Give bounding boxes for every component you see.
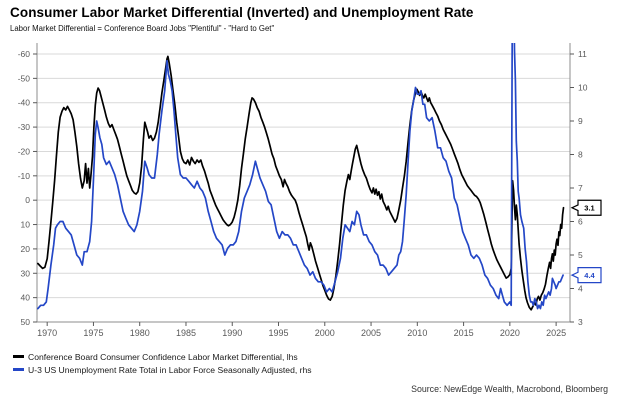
right-axis-tick-label: 5 bbox=[578, 250, 583, 260]
x-axis-tick-label: 2020 bbox=[500, 328, 520, 338]
callout-box-unemployment bbox=[570, 267, 602, 284]
legend-swatch-differential bbox=[13, 355, 24, 358]
right-axis-tick-label: 7 bbox=[578, 183, 583, 193]
left-axis-tick-label: -60 bbox=[18, 49, 31, 59]
chart-header: Consumer Labor Market Differential (Inve… bbox=[10, 5, 616, 33]
left-axis-tick-label: -40 bbox=[18, 98, 31, 108]
callout-value-differential: 3.1 bbox=[584, 204, 594, 213]
right-axis-tick-label: 6 bbox=[578, 217, 583, 227]
x-axis-tick-label: 2005 bbox=[361, 328, 381, 338]
source-attribution: Source: NewEdge Wealth, Macrobond, Bloom… bbox=[411, 384, 608, 394]
chart-subtitle: Labor Market Differential = Conference B… bbox=[10, 24, 275, 33]
right-axis-tick-label: 8 bbox=[578, 150, 583, 160]
right-axis-tick-label: 3 bbox=[578, 317, 583, 327]
left-axis-tick-label: 40 bbox=[21, 293, 31, 303]
left-axis-tick-label: 0 bbox=[25, 195, 30, 205]
chart-legend: Conference Board Consumer Confidence Lab… bbox=[13, 350, 493, 376]
x-axis-tick-label: 1970 bbox=[37, 328, 57, 338]
left-axis-tick-label: -10 bbox=[18, 171, 31, 181]
x-axis-tick-label: 1980 bbox=[130, 328, 150, 338]
right-axis-tick-label: 10 bbox=[578, 83, 588, 93]
series-line-unemployment bbox=[37, 43, 564, 310]
x-axis-tick-label: 2025 bbox=[546, 328, 566, 338]
callout-unemployment: 4.4 bbox=[570, 267, 602, 284]
right-axis-tick-label: 4 bbox=[578, 284, 583, 294]
left-axis-tick-label: -30 bbox=[18, 122, 31, 132]
series-line-differential bbox=[37, 55, 565, 311]
left-axis-tick-label: 20 bbox=[21, 244, 31, 254]
x-axis-tick-label: 2000 bbox=[315, 328, 335, 338]
page-title: Consumer Labor Market Differential (Inve… bbox=[10, 5, 474, 20]
x-axis-tick-label: 2015 bbox=[454, 328, 474, 338]
legend-label-unemployment: U-3 US Unemployment Rate Total in Labor … bbox=[28, 364, 312, 375]
left-axis-tick-label: 10 bbox=[21, 220, 31, 230]
legend-label-differential: Conference Board Consumer Confidence Lab… bbox=[28, 351, 298, 362]
left-axis-tick-label: 30 bbox=[21, 268, 31, 278]
x-axis-tick-label: 1995 bbox=[269, 328, 289, 338]
right-axis-tick-label: 9 bbox=[578, 116, 583, 126]
left-axis-tick-label: 50 bbox=[21, 317, 31, 327]
x-axis-tick-label: 1985 bbox=[176, 328, 196, 338]
callout-box-differential bbox=[570, 199, 602, 216]
legend-item-unemployment: U-3 US Unemployment Rate Total in Labor … bbox=[13, 363, 493, 376]
legend-item-differential: Conference Board Consumer Confidence Lab… bbox=[13, 350, 493, 363]
callout-differential: 3.1 bbox=[570, 199, 602, 216]
left-axis-tick-label: -20 bbox=[18, 146, 31, 156]
legend-swatch-unemployment bbox=[13, 368, 24, 371]
right-axis-tick-label: 11 bbox=[578, 49, 587, 59]
x-axis-tick-label: 2010 bbox=[407, 328, 427, 338]
x-axis-tick-label: 1975 bbox=[83, 328, 103, 338]
callout-value-unemployment: 4.4 bbox=[584, 271, 595, 280]
left-axis-tick-label: -50 bbox=[18, 73, 31, 83]
x-axis-tick-label: 1990 bbox=[222, 328, 242, 338]
